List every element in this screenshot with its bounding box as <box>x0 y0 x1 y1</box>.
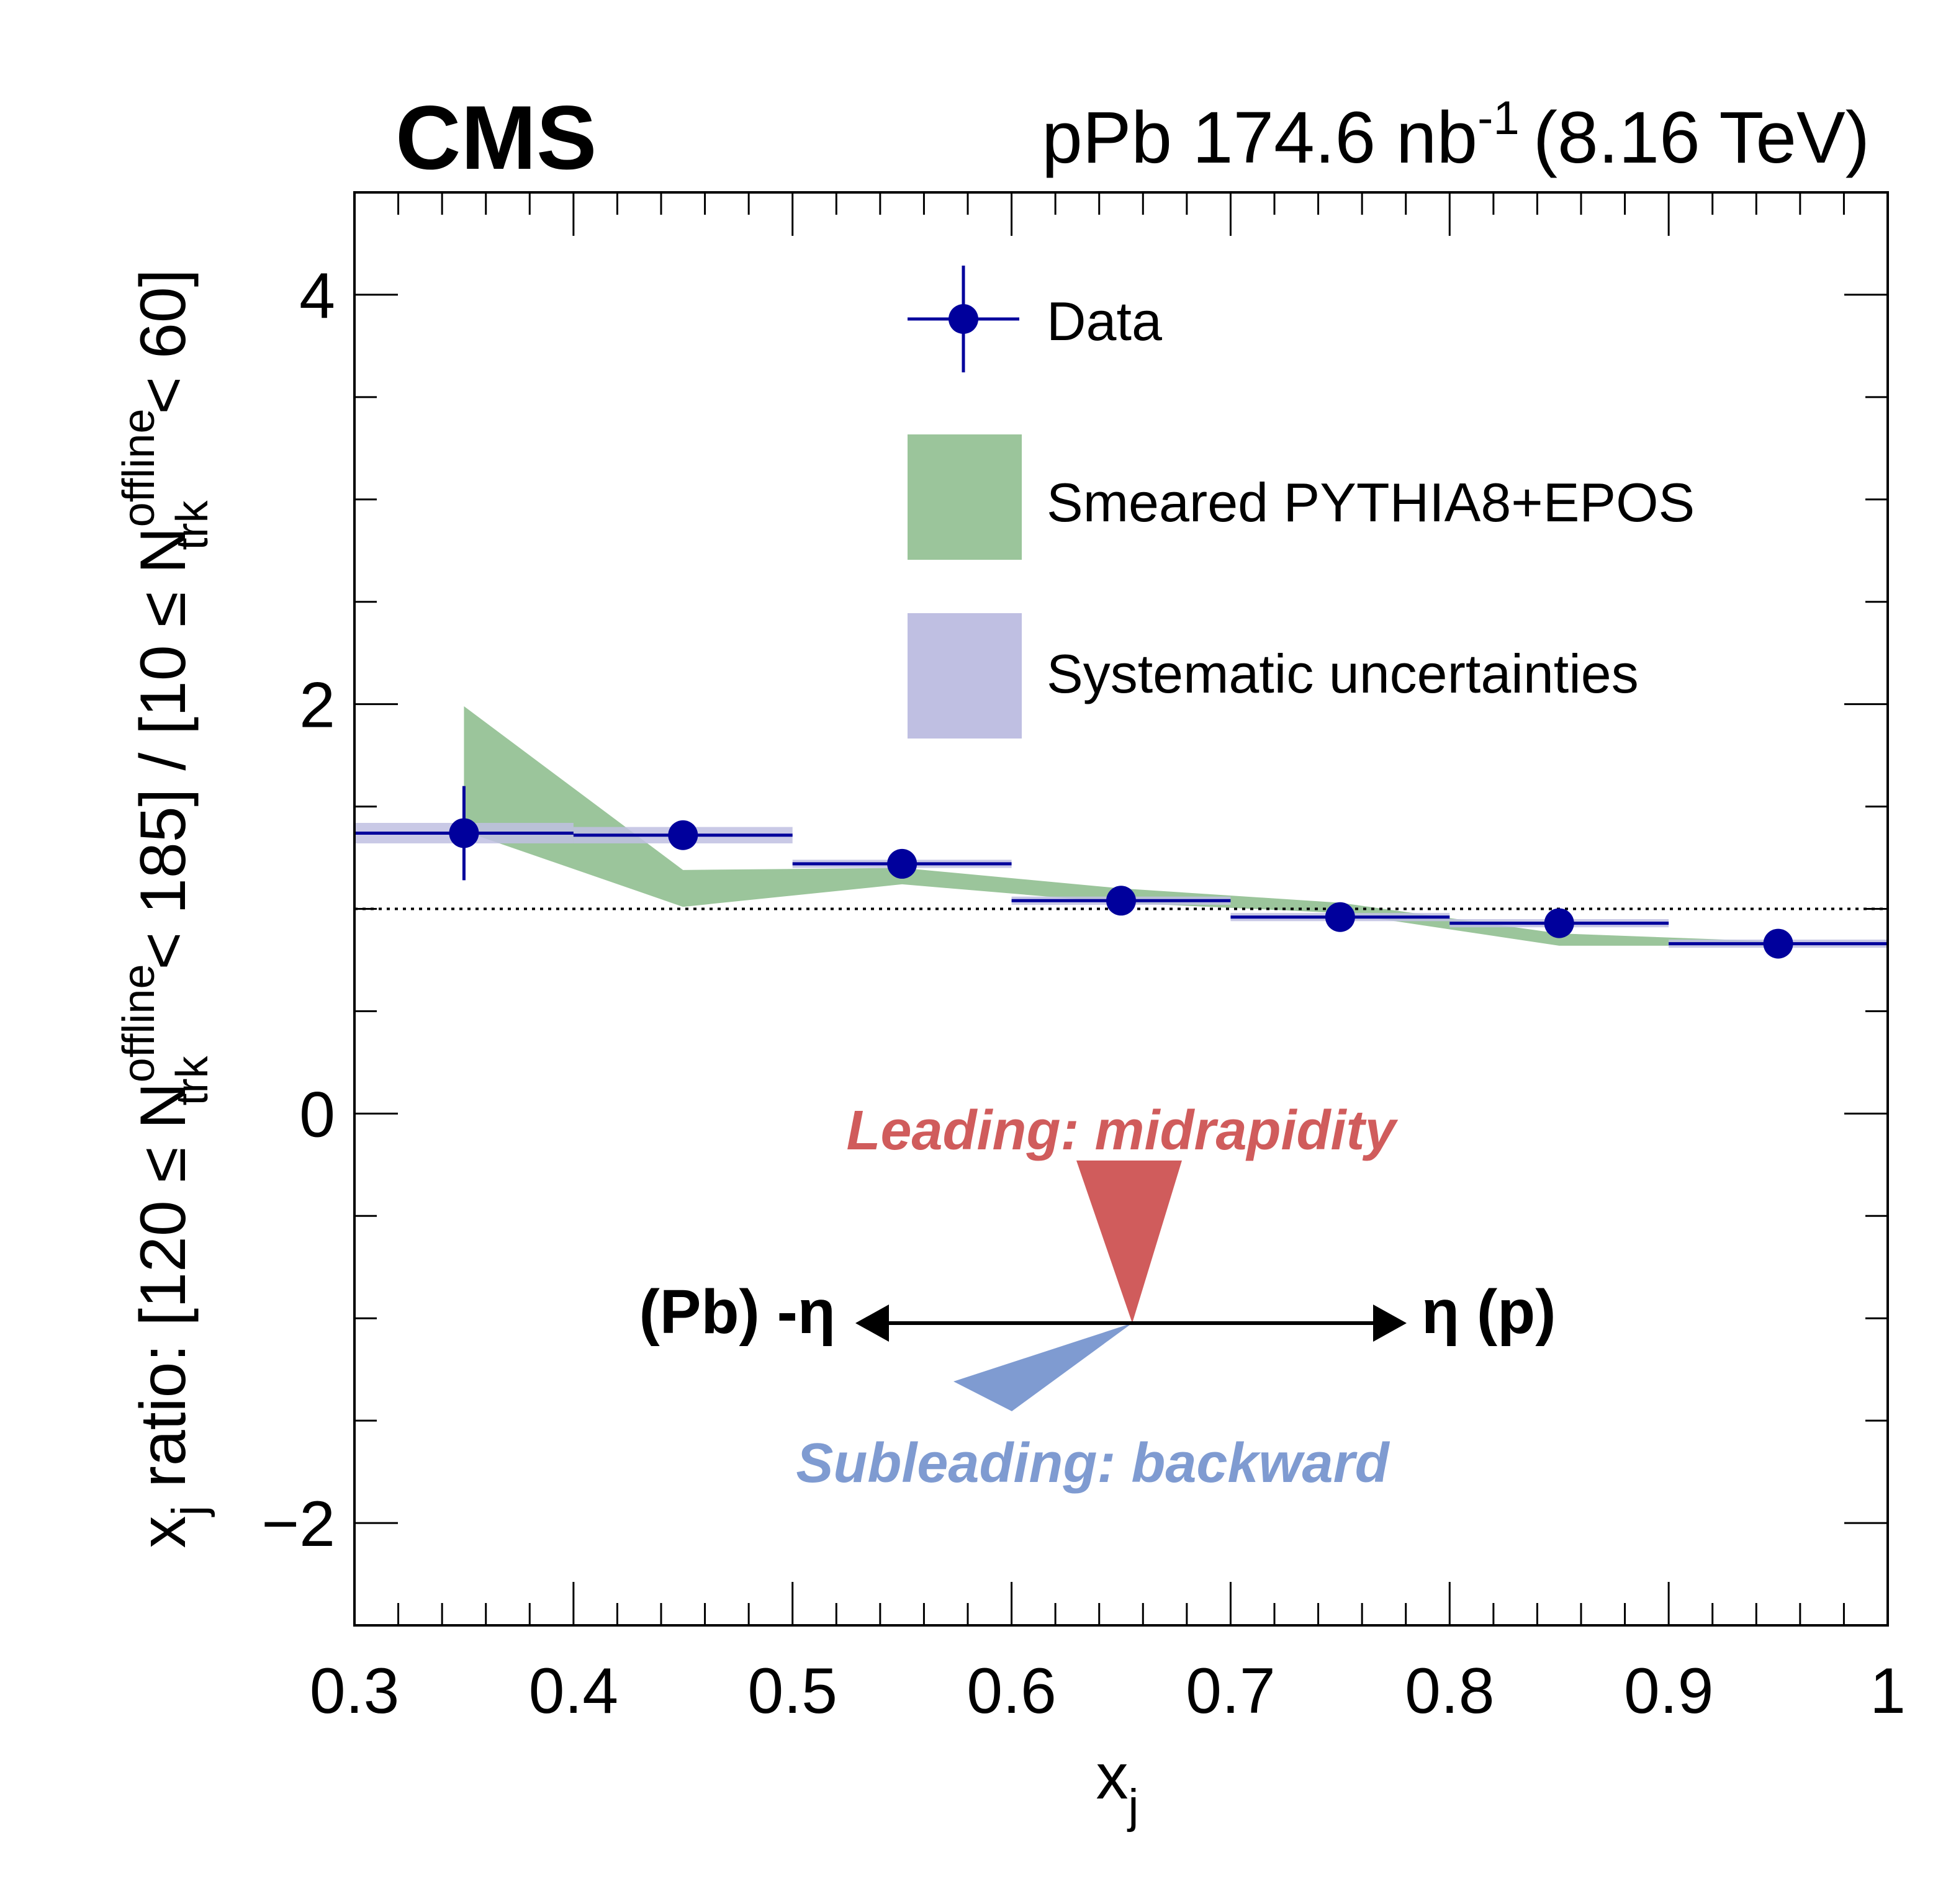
data-point-1 <box>668 820 698 850</box>
data-point-0 <box>449 818 479 848</box>
left-direction-label: (Pb) -η <box>639 1277 836 1347</box>
legend-model-label: Smeared PYTHIA8+EPOS <box>1047 472 1695 533</box>
y-axis-title-d: < 60] <box>127 269 199 432</box>
y-tick-label: 4 <box>299 260 335 332</box>
kinematics-diagram: Leading: midrapidity (Pb) -η η (p) Suble… <box>639 1100 1556 1494</box>
x-tick-label: 1 <box>1870 1655 1906 1727</box>
eta-right-arrowhead <box>1373 1305 1407 1342</box>
legend-model-swatch <box>908 434 1022 560</box>
luminosity-main: pPb 174.6 nb <box>1042 97 1477 179</box>
luminosity-exponent: -1 <box>1477 92 1520 145</box>
y-axis-title-c-sup: offline <box>114 409 164 528</box>
ticks-layer <box>353 191 1889 1627</box>
x-tick-label: 0.5 <box>747 1655 837 1727</box>
legend-data-marker <box>949 304 978 334</box>
data-point-2 <box>887 848 917 879</box>
x-tick-label: 0.4 <box>529 1655 619 1727</box>
x-tick-label: 0.3 <box>310 1655 400 1727</box>
x-tick-label: 0.9 <box>1624 1655 1714 1727</box>
y-tick-label: 2 <box>299 670 335 742</box>
leading-label: Leading: midrapidity <box>846 1100 1398 1162</box>
x-tick-label: 0.8 <box>1405 1655 1495 1727</box>
model-band <box>464 706 1778 946</box>
x-tick-label: 0.6 <box>967 1655 1057 1727</box>
x-axis-title-main: x <box>1096 1741 1129 1813</box>
y-axis-title-a-sub: j <box>163 1506 215 1517</box>
experiment-label: CMS <box>395 87 597 188</box>
y-axis-title-b-sup: offline <box>114 964 164 1082</box>
tick-labels-layer: 0.3 0.4 0.5 0.6 0.7 0.8 0.9 1 −2 0 2 4 <box>261 260 1906 1727</box>
legend-data-label: Data <box>1047 290 1162 352</box>
y-axis-title-b-sub: trk <box>168 1056 217 1106</box>
x-axis-title: xj <box>1096 1741 1139 1833</box>
data-point-4 <box>1325 902 1355 932</box>
legend: Data Smeared PYTHIA8+EPOS Systematic unc… <box>908 266 1695 739</box>
y-tick-label: 0 <box>299 1079 335 1151</box>
luminosity-label: pPb 174.6 nb-1 (8.16 TeV) <box>1042 92 1870 179</box>
y-axis-title: xj ratio: [120 ≤ Nofflinetrk < 185] / [1… <box>114 269 217 1548</box>
data-points-layer <box>354 786 1888 959</box>
data-point-3 <box>1106 886 1136 916</box>
data-point-5 <box>1544 908 1574 938</box>
leading-cone <box>1076 1161 1182 1323</box>
y-axis-title-b: ratio: [120 ≤ N <box>127 1082 199 1505</box>
y-tick-label: −2 <box>261 1488 335 1560</box>
subleading-cone <box>953 1323 1132 1411</box>
energy-label: (8.16 TeV) <box>1533 97 1870 179</box>
right-direction-label: η (p) <box>1422 1277 1556 1347</box>
legend-syst-swatch <box>908 613 1022 739</box>
data-point-6 <box>1763 928 1793 959</box>
subleading-label: Subleading: backward <box>796 1432 1390 1494</box>
eta-left-arrowhead <box>855 1305 889 1342</box>
y-axis-title-a: x <box>127 1516 199 1548</box>
x-axis-title-sub: j <box>1127 1780 1139 1833</box>
legend-syst-label: Systematic uncertainties <box>1047 643 1639 704</box>
y-axis-title-c-sub: trk <box>168 500 217 550</box>
x-tick-label: 0.7 <box>1186 1655 1276 1727</box>
y-axis-title-c: < 185] / [10 ≤ N <box>127 527 199 987</box>
